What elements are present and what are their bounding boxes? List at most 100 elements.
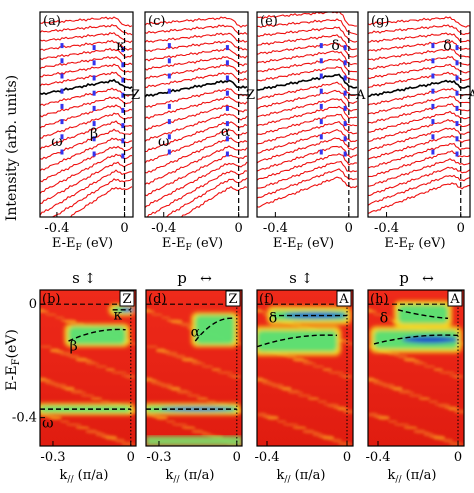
edc-curve	[145, 113, 248, 142]
heatmap-speckle	[382, 384, 395, 389]
band-marker	[319, 73, 323, 79]
panel-frame	[367, 11, 471, 218]
heatmap-speckle	[286, 355, 297, 359]
heatmap-speckle	[59, 352, 72, 356]
x-axis-label: E-EF (eV)	[52, 236, 113, 253]
band-marker	[121, 153, 125, 159]
annotation-label: ω	[42, 415, 53, 431]
band-marker	[225, 121, 229, 127]
high-symmetry-label: Z	[131, 88, 140, 103]
heatmap-speckle	[397, 355, 408, 359]
horizontal-arrow-icon: ↔	[422, 271, 434, 287]
heatmap-speckle	[49, 349, 64, 353]
heatmap-speckle	[423, 364, 436, 369]
heatmap-speckle	[170, 387, 181, 392]
polarization-label: p	[177, 269, 187, 287]
heatmap-speckle	[433, 367, 444, 372]
heatmap-speckle	[257, 378, 268, 382]
x-axis-label-main: E-E	[162, 236, 186, 251]
annotation-label: α	[221, 124, 231, 140]
heatmap-speckle	[332, 439, 343, 444]
edc-curve	[163, 177, 248, 217]
heatmap-speckle	[433, 436, 446, 440]
band-marker	[225, 151, 229, 157]
high-symmetry-label: A	[449, 292, 460, 307]
x-tick-label: 0	[233, 450, 241, 465]
heatmap-speckle	[85, 430, 102, 434]
panel-letter: (a)	[43, 14, 61, 29]
band-marker	[343, 75, 347, 81]
heatmap-speckle	[257, 309, 266, 314]
band-green	[398, 304, 448, 324]
edc-curve	[145, 47, 248, 62]
heatmap-speckle	[186, 393, 201, 398]
band-marker	[343, 136, 347, 142]
x-axis-label-sub: //	[395, 475, 402, 485]
y-tick-label: -0.4	[12, 411, 37, 426]
x-tick-label: -0.4	[263, 221, 288, 236]
bottom-y-axis-label-sub: F	[11, 358, 22, 365]
edc-curve	[368, 119, 470, 143]
heatmap-speckle	[257, 413, 271, 418]
edc-curves-a	[40, 16, 133, 217]
edc-curve	[257, 145, 358, 172]
heatmap-speckle	[377, 416, 390, 421]
heatmap-speckle	[70, 390, 87, 395]
high-symmetry-box	[447, 290, 463, 307]
band-marker	[60, 88, 64, 94]
heatmap-speckle	[343, 342, 353, 346]
edc-curve	[145, 145, 248, 185]
band-marker	[60, 73, 64, 79]
high-symmetry-label: A	[338, 292, 349, 307]
band-marker	[225, 105, 229, 111]
polarization-label: p	[399, 269, 409, 287]
x-axis-label-sub: F	[186, 243, 192, 253]
band-marker	[121, 47, 125, 53]
polarization-label: s	[72, 269, 80, 287]
edc-highlight-curve	[40, 78, 133, 96]
edc-curve	[67, 186, 133, 217]
heatmap-speckle	[105, 367, 116, 372]
heatmap-speckle	[115, 439, 126, 444]
band-green	[146, 436, 242, 446]
band-marker	[319, 134, 323, 140]
heatmap-speckle	[398, 390, 415, 395]
edc-curve	[257, 18, 358, 36]
band-marker	[60, 119, 64, 125]
heatmap-speckle	[160, 316, 171, 320]
edc-curve	[145, 56, 248, 71]
edc-curve	[368, 134, 470, 160]
heatmap-speckle	[372, 312, 385, 317]
heatmap-speckle	[392, 387, 403, 392]
heatmap-speckle	[75, 358, 92, 363]
edc-curve	[180, 185, 248, 217]
heatmap-h	[368, 290, 464, 446]
band-marker	[121, 123, 125, 129]
edc-highlight-curve	[257, 73, 358, 91]
heatmap-speckle	[302, 361, 317, 366]
edc-panel-g: (g) -0.4 0 E-EF (eV) δ A	[367, 11, 474, 253]
x-tick-label: 0	[345, 221, 353, 236]
band-marker	[431, 103, 435, 109]
heatmap-speckle	[171, 423, 188, 427]
edc-curve	[40, 71, 133, 87]
band-marker	[121, 92, 125, 98]
spectral-bands	[146, 312, 241, 416]
heatmap-speckle	[403, 358, 420, 363]
band-marker	[225, 75, 229, 81]
heatmap-speckle	[196, 397, 209, 401]
edc-curve	[40, 39, 133, 52]
arpes-panel-d: (d) Zp ↔ α -0.3 0 k// (π/a)	[145, 269, 243, 485]
edc-curve	[368, 182, 470, 215]
edc-curve	[257, 50, 358, 66]
edc-curve	[368, 63, 470, 80]
band-marker	[60, 103, 64, 109]
x-axis-label-main: k	[166, 468, 174, 483]
edc-panel-c: (c) -0.4 0 E-EF (eV) α ω Z	[144, 11, 255, 253]
heatmap-speckle	[312, 433, 327, 437]
heatmap-speckle	[261, 381, 276, 385]
vertical-arrow-icon: ↕	[301, 271, 313, 287]
edc-curve	[40, 137, 133, 172]
